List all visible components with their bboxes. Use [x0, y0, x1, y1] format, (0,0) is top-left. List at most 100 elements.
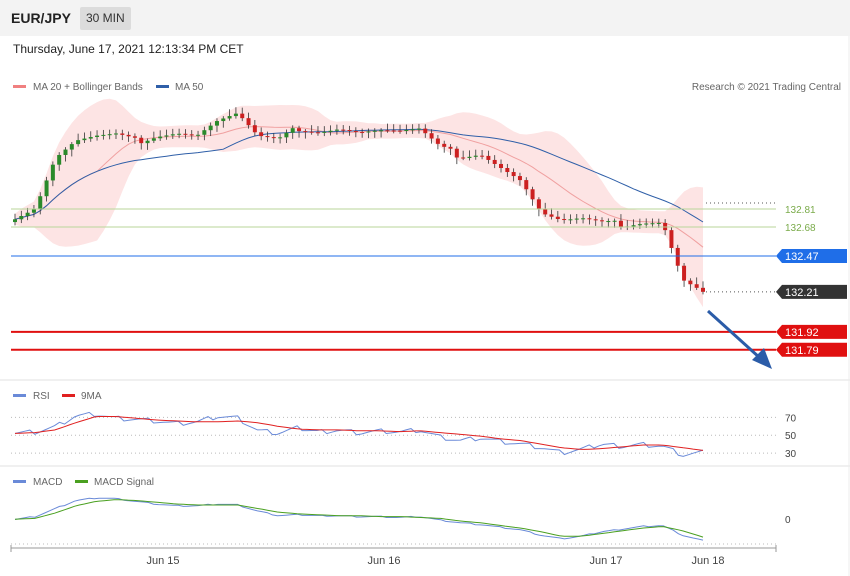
candle	[410, 124, 415, 134]
candle	[347, 125, 352, 136]
candle	[473, 149, 478, 160]
candle-body	[170, 134, 175, 136]
timestamp: Thursday, June 17, 2021 12:13:34 PM CET	[13, 42, 244, 56]
candle-body	[189, 134, 194, 136]
candle-body	[631, 225, 636, 227]
candle	[631, 219, 636, 230]
candle	[467, 150, 472, 161]
copyright-text: Research © 2021 Trading Central	[692, 82, 841, 93]
candle-body	[442, 143, 447, 147]
candle	[265, 131, 270, 142]
candle-body	[448, 146, 453, 149]
candle-body	[675, 247, 680, 266]
candle-body	[366, 131, 371, 133]
rsi-tick-label: 70	[785, 413, 797, 424]
candle-body	[543, 209, 548, 215]
candle-body	[76, 140, 81, 145]
candle-body	[246, 118, 251, 126]
candle	[524, 177, 529, 196]
legend-signal-label: MACD Signal	[94, 477, 154, 488]
ma50-line	[14, 128, 704, 223]
candle-body	[31, 209, 36, 213]
candle-body	[284, 132, 289, 138]
candle	[107, 129, 112, 140]
level-label: 132.68	[785, 223, 816, 234]
candle	[593, 215, 598, 226]
candle-body	[57, 154, 62, 165]
candle	[38, 192, 43, 215]
candle	[126, 131, 131, 142]
candle	[379, 128, 384, 138]
candle	[353, 127, 358, 138]
candle-body	[461, 157, 466, 159]
candle	[284, 129, 289, 144]
candle-body	[694, 284, 699, 288]
candle-body	[126, 134, 131, 137]
level-resistance: 132.81	[11, 205, 816, 216]
legend-ma20-swatch	[13, 85, 26, 88]
candle	[145, 138, 150, 150]
candle	[360, 128, 365, 138]
bollinger-band-area	[15, 98, 703, 308]
level-badge	[776, 342, 847, 357]
candle-body	[334, 129, 339, 131]
level-label: 132.21	[785, 287, 819, 299]
candle-body	[568, 219, 573, 221]
macd-signal-line	[14, 499, 704, 538]
legend-macd-label: MACD	[33, 477, 62, 488]
candle-body	[492, 159, 497, 164]
level-label: 132.47	[785, 251, 819, 263]
candle-body	[233, 113, 238, 117]
candle-body	[69, 144, 74, 150]
level-support: 131.92	[11, 324, 847, 339]
candle-body	[183, 133, 188, 135]
candle	[499, 159, 504, 173]
candle	[682, 262, 687, 287]
candle-body	[132, 136, 137, 138]
candle-body	[517, 176, 522, 181]
candle	[44, 176, 49, 202]
forecast-arrow	[706, 309, 772, 369]
candle	[391, 124, 396, 134]
candle-body	[151, 138, 156, 141]
candle	[278, 133, 283, 144]
level-badge	[776, 284, 847, 299]
candle	[19, 210, 24, 224]
candle	[139, 135, 144, 150]
candle	[644, 218, 649, 228]
candle-body	[360, 132, 365, 134]
x-tick-label: Jun 15	[146, 555, 179, 567]
candle	[246, 112, 251, 129]
candle-body	[202, 130, 207, 135]
candle-body	[19, 216, 24, 220]
candle	[461, 150, 466, 161]
candle-body	[139, 137, 144, 144]
candle-body	[341, 129, 346, 131]
candle-body	[581, 218, 586, 220]
candle-body	[574, 218, 579, 220]
candle	[555, 210, 560, 223]
candle-body	[347, 129, 352, 132]
candle-body	[44, 180, 49, 197]
candle	[101, 129, 106, 140]
candle	[448, 144, 453, 155]
candle	[562, 213, 567, 224]
candle	[95, 130, 100, 141]
bollinger-band	[15, 98, 703, 308]
candle	[120, 129, 125, 141]
candle	[202, 126, 207, 141]
level-badge	[776, 324, 847, 339]
candle-body	[656, 222, 661, 224]
candle-body	[82, 138, 87, 141]
legend-ma50-label: MA 50	[175, 82, 204, 93]
candle-body	[429, 133, 434, 139]
price-levels: 132.81 132.68 132.47 132.21 131.92 131.79	[11, 202, 847, 357]
candle	[701, 281, 705, 295]
candle	[435, 134, 440, 150]
candle-body	[644, 223, 649, 225]
candle-body	[158, 136, 163, 139]
candle	[259, 127, 264, 141]
timeframe-badge[interactable]: 30 MIN	[80, 7, 131, 30]
candle-body	[88, 137, 93, 139]
candle	[385, 123, 390, 133]
